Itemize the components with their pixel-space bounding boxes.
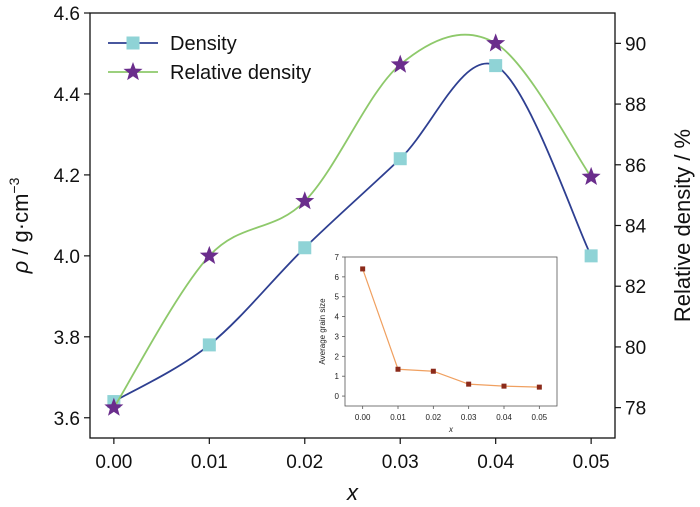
y-left-axis-symbol: ρ	[8, 261, 33, 275]
inset-x-tick-label: 0.02	[426, 413, 442, 422]
density-marker	[202, 338, 216, 352]
y-left-tick-label: 3.8	[54, 328, 80, 349]
inset-y-tick-label: 0	[335, 392, 340, 401]
relative-density-marker	[581, 166, 601, 186]
inset-y-tick-label: 6	[335, 273, 340, 282]
legend-marker-square	[126, 36, 140, 50]
x-tick-label: 0.03	[382, 452, 419, 473]
inset-marker	[536, 384, 542, 390]
inset-marker	[360, 266, 366, 272]
legend-label: Relative density	[170, 62, 311, 84]
inset-x-tick-label: 0.00	[355, 413, 371, 422]
inset-y-tick-label: 7	[335, 253, 340, 262]
inset-series-line	[362, 268, 540, 388]
inset-marker	[395, 366, 401, 372]
legend-label: Density	[170, 33, 237, 55]
y-left-tick-label: 4.6	[54, 4, 80, 25]
inset-x-tick-label: 0.01	[390, 413, 406, 422]
inset-y-axis-title: Average grain size	[318, 298, 327, 365]
inset-y-tick-label: 2	[335, 352, 340, 361]
x-tick-label: 0.00	[95, 452, 132, 473]
y-left-tick-label: 4.4	[54, 85, 81, 106]
y-right-axis-title: Relative density / %	[670, 129, 695, 322]
relative-density-marker	[486, 33, 506, 52]
x-axis-title: x	[346, 480, 359, 505]
y-left-tick-label: 4.2	[54, 166, 80, 187]
y-left-tick-label: 4.0	[54, 247, 80, 268]
inset-marker	[430, 368, 436, 374]
inset-y-tick-label: 1	[335, 372, 340, 381]
x-tick-label: 0.05	[573, 452, 610, 473]
relative-density-marker	[390, 54, 410, 73]
x-tick-label: 0.04	[477, 452, 514, 473]
y-right-tick-label: 90	[625, 34, 646, 55]
series-line-1	[113, 33, 592, 409]
density-marker	[298, 241, 312, 255]
inset-y-tick-label: 5	[335, 293, 340, 302]
y-right-tick-label: 84	[625, 217, 647, 238]
y-right-tick-label: 88	[625, 95, 646, 116]
y-right-tick-label: 80	[625, 338, 646, 359]
inset-x-tick-label: 0.03	[461, 413, 477, 422]
y-left-axis-unit: / g·cm	[8, 194, 33, 261]
density-marker	[584, 249, 598, 263]
y-right-tick-label: 86	[625, 156, 646, 177]
y-left-tick-label: 3.6	[54, 409, 80, 430]
relative-density-marker	[199, 245, 219, 264]
y-left-axis-title: ρ / g·cm−3	[6, 177, 33, 274]
y-right-tick-label: 82	[625, 277, 646, 298]
density-marker	[489, 59, 503, 73]
inset-y-tick-label: 3	[335, 332, 340, 341]
relative-density-marker	[295, 191, 315, 210]
relative-density-marker	[104, 397, 124, 416]
x-tick-label: 0.01	[191, 452, 228, 473]
inset-marker	[466, 381, 472, 387]
inset-y-tick-label: 4	[335, 313, 340, 322]
inset-x-axis-title: x	[448, 425, 454, 434]
inset-frame	[344, 256, 558, 407]
legend: Density Relative density	[108, 33, 311, 84]
inset-chart: 0.00 0.01 0.02 0.03 0.04 0.05 0 1 2 3 4 5 6 7 x Average…	[318, 253, 558, 434]
x-tick-label: 0.02	[286, 452, 323, 473]
density-marker	[393, 152, 407, 166]
y-left-axis-exponent: −3	[6, 177, 22, 193]
main-chart: 0.00 0.01 0.02 0.03 0.04 0.05 3.6 3.8 4.0 4.2 4.4 4…	[6, 4, 695, 505]
legend-marker-star	[123, 62, 143, 81]
inset-x-tick-label: 0.05	[532, 413, 548, 422]
inset-marker	[501, 383, 507, 389]
inset-x-tick-label: 0.04	[496, 413, 512, 422]
y-right-tick-label: 78	[625, 399, 646, 420]
